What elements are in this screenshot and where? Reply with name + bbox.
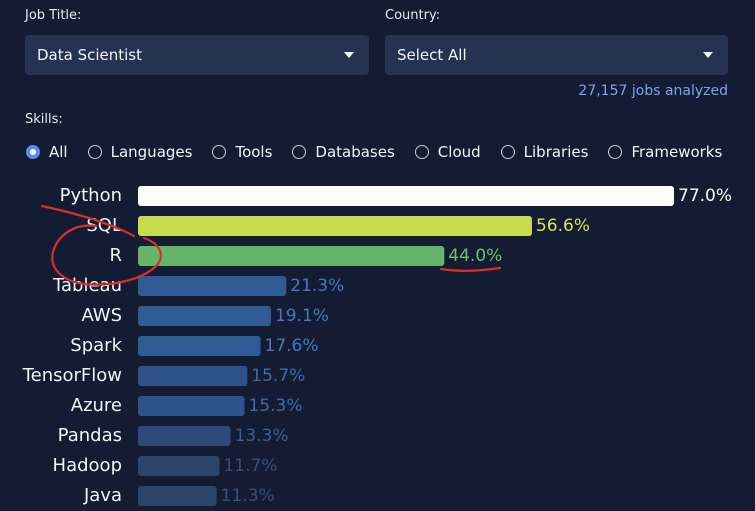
bar-spark[interactable] (138, 336, 261, 356)
radio-cloud[interactable]: Cloud (414, 143, 481, 161)
job-title-select[interactable]: Data Scientist (25, 35, 369, 75)
annotation-r-underline (439, 266, 502, 272)
radio-languages[interactable]: Languages (87, 143, 193, 161)
job-title-value: Data Scientist (37, 46, 142, 64)
radio-label: Languages (110, 143, 193, 161)
annotation-sql-stroke (40, 204, 136, 238)
bars-layer: Python 77.0%SQL 56.6%R 44.0%Tableau 21.3%AWS… (22, 185, 732, 506)
bar-label-pandas: Pandas (58, 425, 122, 446)
bar-value-pandas: 13.3% (235, 426, 289, 446)
bar-value-java: 11.3% (221, 486, 275, 506)
bar-pandas[interactable] (138, 426, 231, 446)
bar-value-python: 77.0% (678, 186, 732, 206)
radio-databases[interactable]: Databases (292, 143, 395, 161)
bar-value-aws: 19.1% (275, 306, 329, 326)
radio-label: Cloud (437, 143, 481, 161)
jobs-analyzed-count: 27,157 jobs analyzed (578, 83, 728, 99)
radio-label: All (49, 143, 68, 161)
chevron-down-icon (703, 52, 713, 58)
bar-java[interactable] (138, 486, 217, 506)
bar-aws[interactable] (138, 306, 271, 326)
radio-label: Libraries (523, 143, 589, 161)
bar-sql[interactable] (138, 216, 532, 236)
radio-label: Databases (315, 143, 395, 161)
bar-label-r: R (109, 245, 122, 266)
bar-label-tableau: Tableau (52, 275, 122, 296)
radio-libraries[interactable]: Libraries (500, 143, 589, 161)
country-select[interactable]: Select All (385, 35, 728, 75)
radio-all[interactable]: All (26, 143, 68, 161)
radio-label: Tools (235, 143, 273, 161)
chevron-down-icon (344, 52, 354, 58)
radio-button-icon (608, 145, 623, 159)
bar-label-tensorflow: TensorFlow (22, 365, 122, 386)
bar-value-hadoop: 11.7% (223, 456, 277, 476)
radio-button-icon (26, 145, 40, 159)
bar-azure[interactable] (138, 396, 245, 416)
radio-button-icon (87, 145, 102, 159)
radio-frameworks[interactable]: Frameworks (608, 143, 722, 161)
bar-label-azure: Azure (71, 395, 122, 416)
skill-category-radio-group: All Languages Tools Databases Cloud Libr… (26, 143, 722, 161)
radio-button-icon (500, 145, 515, 159)
country-label: Country: (385, 8, 441, 23)
radio-tools[interactable]: Tools (212, 143, 272, 161)
job-title-label: Job Title: (25, 8, 82, 23)
country-value: Select All (397, 46, 467, 64)
bar-hadoop[interactable] (138, 456, 220, 476)
bar-label-java: Java (83, 485, 122, 506)
radio-button-icon (292, 145, 307, 159)
bar-tensorflow[interactable] (138, 366, 248, 386)
bar-python[interactable] (138, 186, 674, 206)
radio-button-icon (212, 145, 227, 159)
skills-label: Skills: (25, 112, 63, 127)
bar-r[interactable] (138, 246, 445, 266)
bar-value-sql: 56.6% (536, 216, 590, 236)
bar-value-tensorflow: 15.7% (251, 366, 305, 386)
bar-value-r: 44.0% (448, 246, 502, 266)
bar-tableau[interactable] (138, 276, 287, 296)
hand-drawn-annotations (40, 204, 502, 286)
annotation-r-circle (51, 224, 162, 286)
bar-value-azure: 15.3% (249, 396, 303, 416)
bar-label-hadoop: Hadoop (53, 455, 122, 476)
bar-value-spark: 17.6% (265, 336, 319, 356)
bar-value-tableau: 21.3% (290, 276, 344, 296)
bar-label-spark: Spark (70, 335, 122, 356)
bar-label-aws: AWS (81, 305, 122, 326)
radio-button-icon (414, 145, 429, 159)
radio-label: Frameworks (631, 143, 723, 161)
bar-label-python: Python (60, 185, 122, 206)
